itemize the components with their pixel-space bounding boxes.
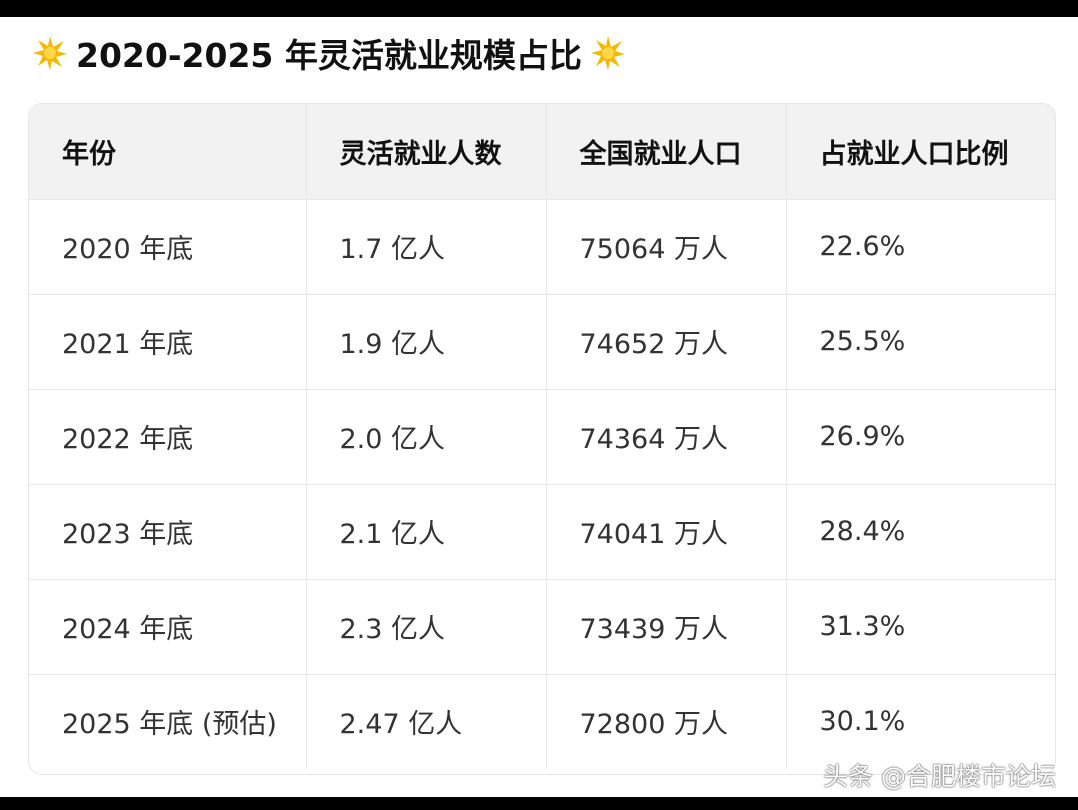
cell-year: 2024 年底 — [29, 579, 307, 675]
cell-national-employment: 74364 万人 — [546, 389, 787, 485]
cell-year: 2021 年底 — [29, 294, 307, 390]
cell-national-employment: 74652 万人 — [546, 294, 787, 390]
sparkle-icon — [590, 36, 625, 70]
cell-flexible-employment: 1.7 亿人 — [306, 199, 547, 295]
column-header-year: 年份 — [29, 104, 307, 200]
source-watermark: 头条 @合肥楼市论坛 — [823, 762, 1056, 791]
cell-ratio: 25.5% — [786, 294, 1055, 390]
page-title: 2020-2025 年灵活就业规模占比 — [76, 36, 582, 75]
table-header-row: 年份 灵活就业人数 全国就业人口 占就业人口比例 — [29, 104, 1055, 200]
title-row: 2020-2025 年灵活就业规模占比 — [32, 31, 626, 75]
cell-year: 2020 年底 — [29, 199, 307, 295]
content-canvas: 2020-2025 年灵活就业规模占比 年份 灵活就业人数 全国就业人口 占就业… — [0, 17, 1078, 797]
cell-year: 2025 年底 (预估) — [29, 674, 307, 769]
cell-ratio: 22.6% — [786, 199, 1055, 295]
cell-ratio: 30.1% — [819, 706, 906, 738]
sparkle-icon — [33, 36, 67, 70]
table-row: 2024 年底 2.3 亿人 73439 万人 31.3% — [29, 579, 1055, 675]
cell-national-employment: 72800 万人 — [546, 674, 787, 769]
cell-national-employment: 74041 万人 — [546, 484, 787, 580]
table-row: 2023 年底 2.1 亿人 74041 万人 28.4% — [29, 484, 1055, 580]
column-header-flexible-employment: 灵活就业人数 — [306, 104, 547, 200]
cell-national-employment: 73439 万人 — [546, 579, 787, 675]
cell-flexible-employment: 2.0 亿人 — [306, 389, 547, 485]
cell-ratio: 26.9% — [786, 389, 1055, 485]
cell-year: 2022 年底 — [29, 389, 307, 485]
cell-ratio: 31.3% — [786, 579, 1055, 675]
cell-flexible-employment: 2.3 亿人 — [306, 579, 547, 675]
top-border-band — [0, 0, 1078, 17]
cell-flexible-employment: 2.47 亿人 — [306, 674, 547, 769]
table-row: 2022 年底 2.0 亿人 74364 万人 26.9% — [29, 389, 1055, 485]
column-header-ratio: 占就业人口比例 — [786, 104, 1055, 200]
column-header-national-employment: 全国就业人口 — [546, 104, 787, 200]
cell-flexible-employment: 1.9 亿人 — [306, 294, 547, 390]
data-table: 年份 灵活就业人数 全国就业人口 占就业人口比例 2020 年底 1.7 亿人 … — [29, 104, 1055, 769]
cell-ratio: 28.4% — [786, 484, 1055, 580]
data-table-card: 年份 灵活就业人数 全国就业人口 占就业人口比例 2020 年底 1.7 亿人 … — [28, 103, 1056, 775]
cell-flexible-employment: 2.1 亿人 — [306, 484, 547, 580]
table-row: 2020 年底 1.7 亿人 75064 万人 22.6% — [29, 199, 1055, 295]
cell-year: 2023 年底 — [29, 484, 307, 580]
table-row: 2021 年底 1.9 亿人 74652 万人 25.5% — [29, 294, 1055, 390]
table-row: 2025 年底 (预估) 2.47 亿人 72800 万人 30.1% — [29, 674, 1055, 769]
cell-national-employment: 75064 万人 — [546, 199, 787, 295]
bottom-border-band — [0, 797, 1078, 810]
